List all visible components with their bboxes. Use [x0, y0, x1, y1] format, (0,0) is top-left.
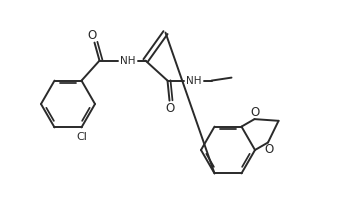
- Text: Cl: Cl: [76, 132, 87, 142]
- Text: O: O: [251, 106, 260, 119]
- Text: O: O: [264, 143, 274, 156]
- Text: NH: NH: [186, 76, 201, 86]
- Text: NH: NH: [120, 56, 135, 66]
- Text: O: O: [165, 102, 174, 115]
- Text: O: O: [88, 29, 97, 42]
